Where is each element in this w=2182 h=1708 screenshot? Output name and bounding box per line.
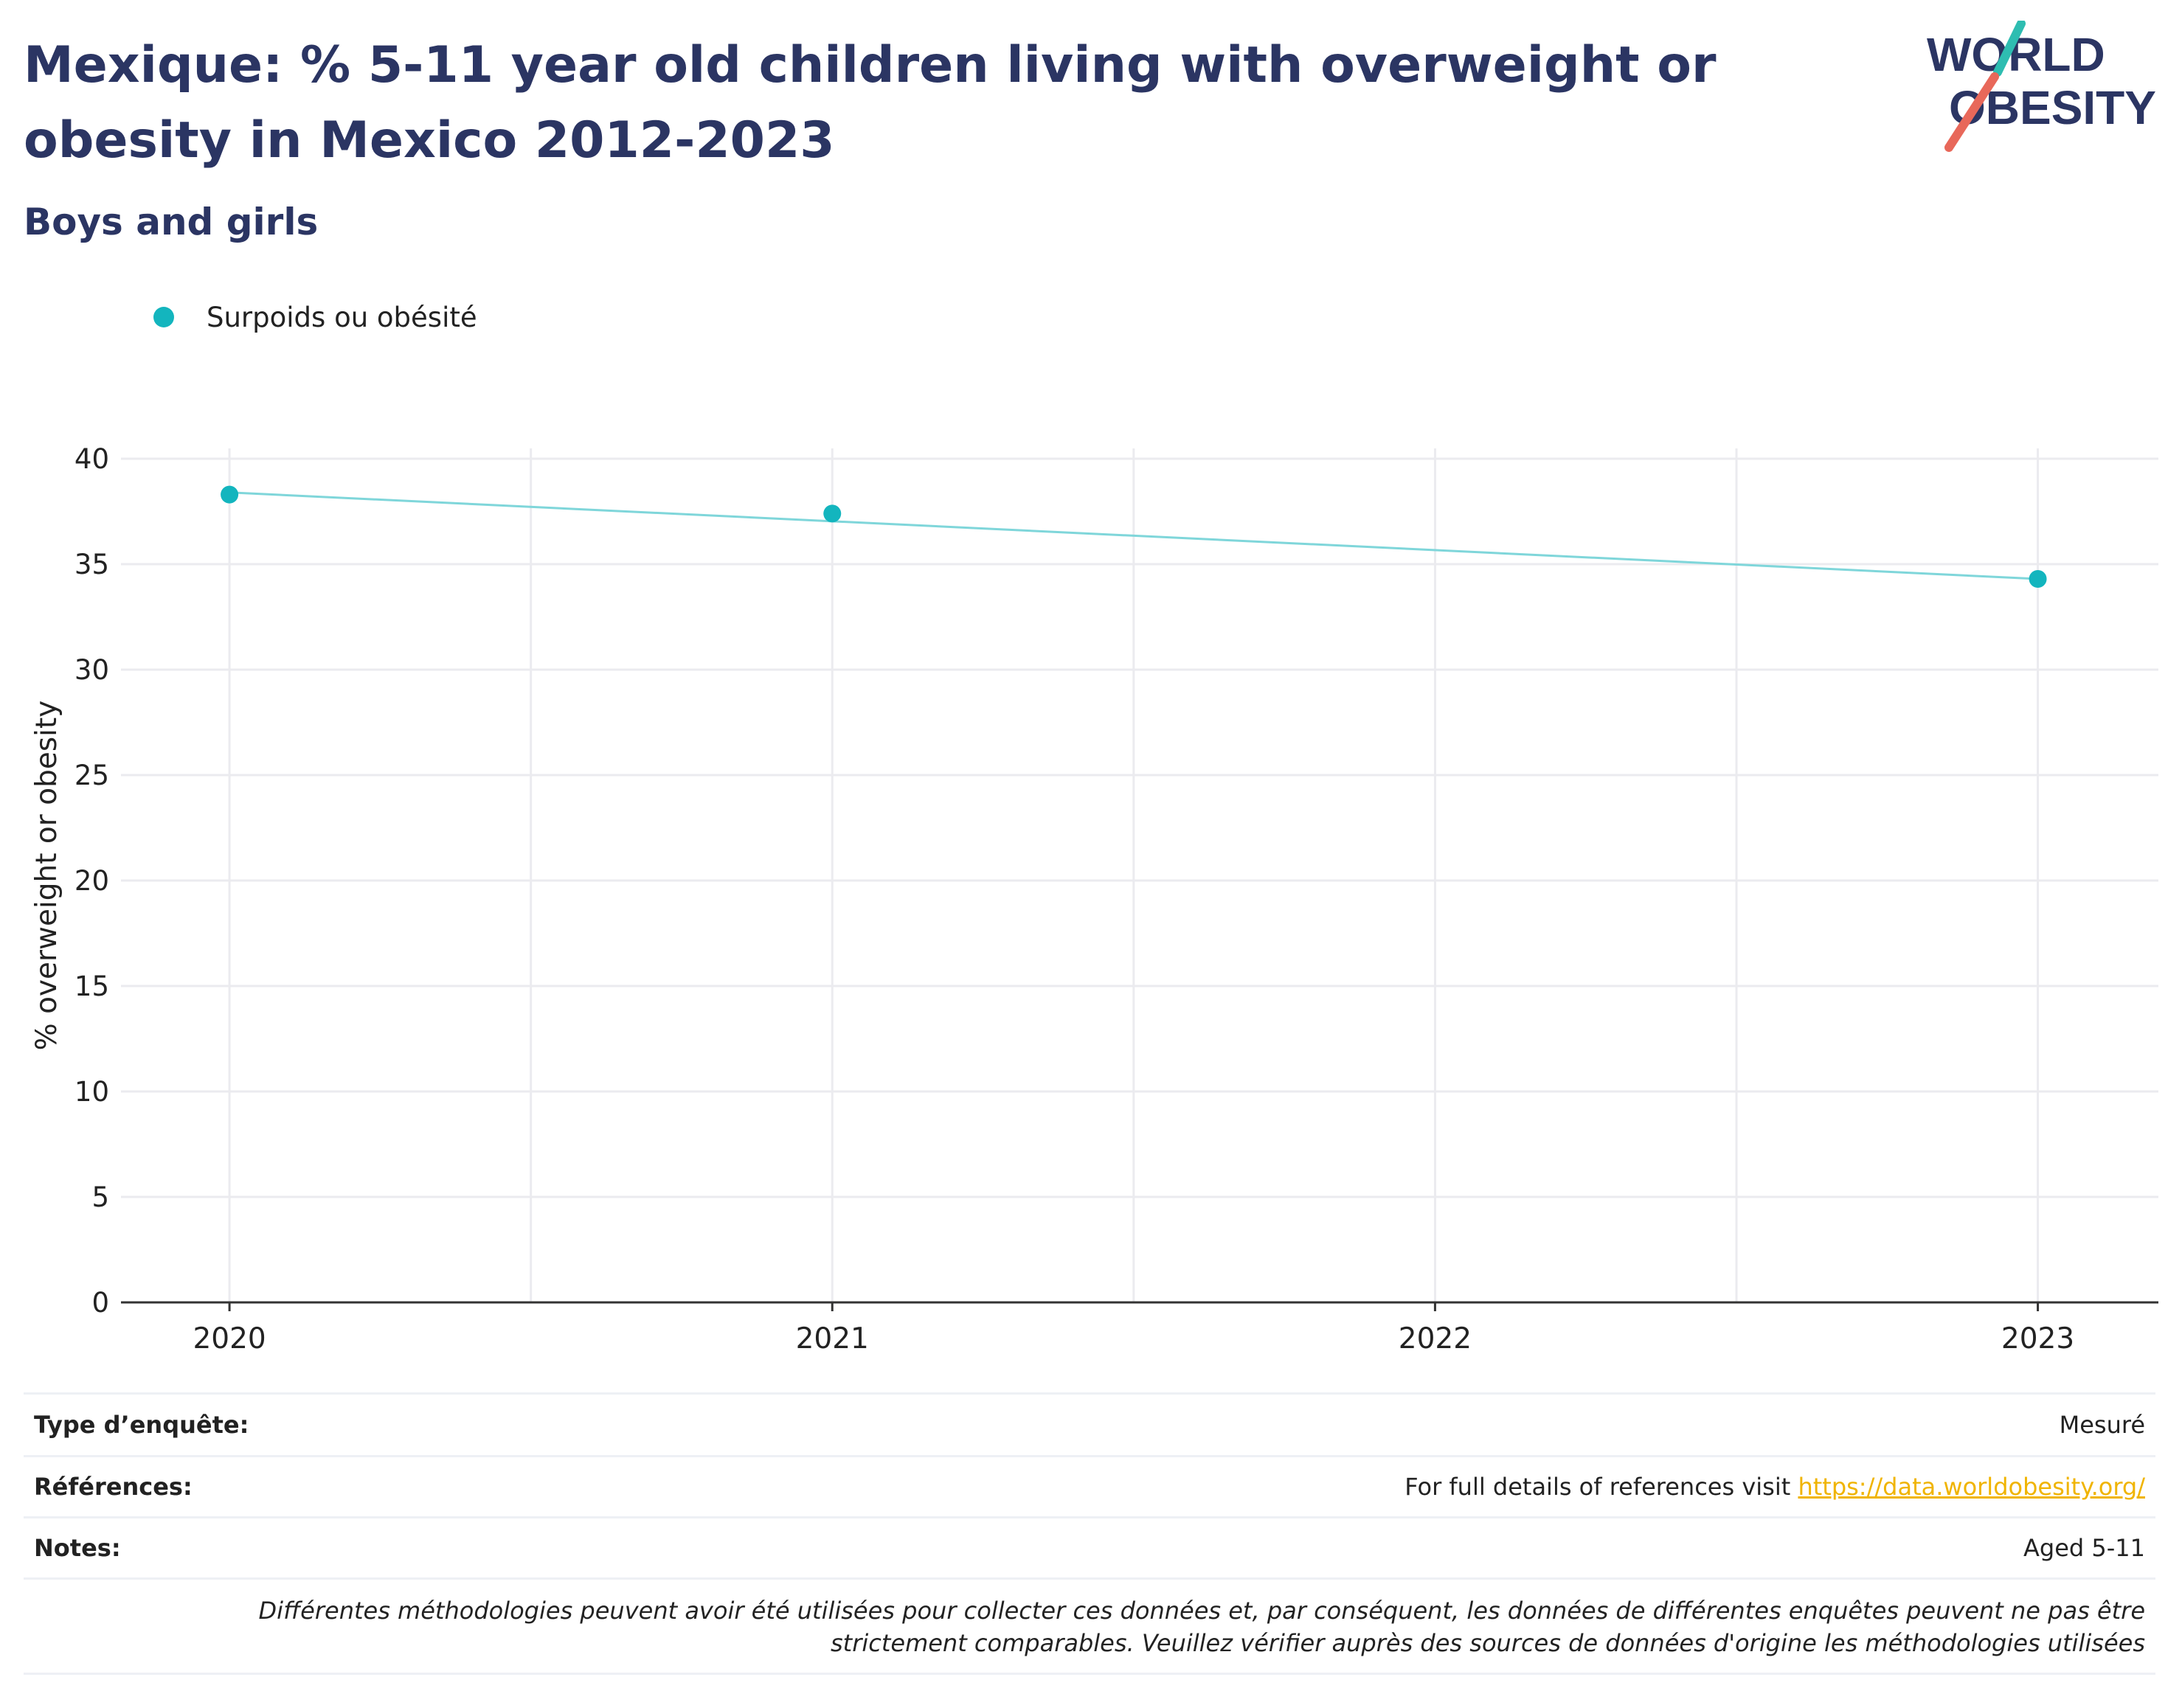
- footer-row-survey-type: Type d’enquête: Mesuré: [24, 1392, 2155, 1455]
- x-tick-label: 2020: [193, 1322, 266, 1355]
- y-tick-label: 25: [75, 760, 109, 791]
- world-obesity-logo: WORLD OBESITY: [1927, 21, 2156, 152]
- x-tick-label: 2023: [2001, 1322, 2074, 1355]
- data-point: [2029, 570, 2047, 589]
- y-tick-label: 15: [75, 971, 109, 1002]
- survey-type-value: Mesuré: [2059, 1411, 2145, 1439]
- y-tick-label: 10: [75, 1076, 109, 1108]
- notes-label: Notes:: [34, 1534, 121, 1562]
- series-trend-line: [229, 491, 2038, 580]
- y-tick-label: 30: [75, 654, 109, 686]
- references-link[interactable]: https://data.worldobesity.org/: [1798, 1473, 2145, 1501]
- y-tick-label: 0: [91, 1287, 109, 1319]
- methodology-disclaimer: Différentes méthodologies peuvent avoir …: [24, 1577, 2155, 1675]
- y-tick-label: 5: [91, 1181, 109, 1213]
- data-point: [221, 485, 239, 504]
- y-axis-title: % overweight or obesity: [30, 701, 63, 1051]
- y-tick-label: 40: [75, 443, 109, 475]
- y-tick-label: 35: [75, 549, 109, 580]
- data-point: [823, 504, 842, 523]
- footer-row-references: Références: For full details of referenc…: [24, 1455, 2155, 1516]
- survey-type-label: Type d’enquête:: [34, 1411, 249, 1439]
- references-text: For full details of references visit: [1405, 1473, 1791, 1501]
- chart-legend[interactable]: Surpoids ou obésité: [153, 296, 477, 338]
- logo-text-obesity: OBESITY: [1949, 81, 2156, 134]
- y-tick-label: 20: [75, 865, 109, 897]
- notes-value: Aged 5-11: [2023, 1534, 2145, 1562]
- x-tick-label: 2022: [1399, 1322, 1472, 1355]
- references-value: For full details of references visit htt…: [1405, 1473, 2155, 1501]
- x-tick-label: 2021: [796, 1322, 869, 1355]
- footer-row-notes: Notes: Aged 5-11: [24, 1516, 2155, 1577]
- info-footer: Type d’enquête: Mesuré Références: For f…: [24, 1392, 2155, 1675]
- logo-slash-coral: [1944, 72, 1999, 152]
- logo-slash-teal: [1993, 21, 2026, 77]
- legend-marker: [153, 307, 174, 327]
- legend-label: Surpoids ou obésité: [207, 301, 477, 333]
- chart-subtitle: Boys and girls: [24, 201, 319, 243]
- chart-title: Mexique: % 5-11 year old children living…: [24, 36, 1717, 170]
- references-label: Références:: [34, 1473, 193, 1501]
- line-chart: 0 5 10 15 20 25 30 35 40 2020 2021 2022 2023 % overwe…: [30, 443, 2158, 1355]
